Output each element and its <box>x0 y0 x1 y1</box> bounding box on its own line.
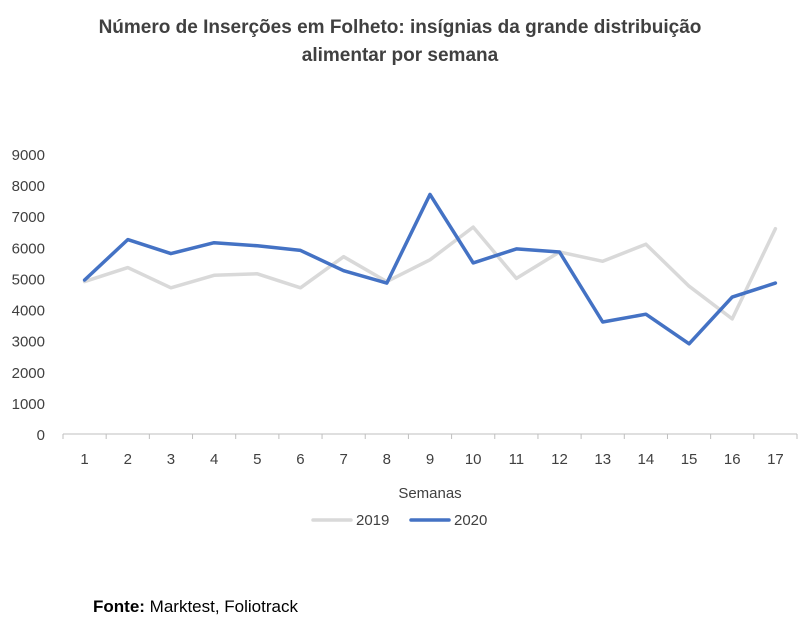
chart-title-line-1: Número de Inserções em Folheto: insígnia… <box>98 17 702 38</box>
y-tick-label: 0 <box>37 427 45 444</box>
x-tick-label: 8 <box>383 451 391 468</box>
chart-title-line-2: alimentar por semana <box>301 45 499 66</box>
x-tick-label: 5 <box>253 451 261 468</box>
legend-label-2020: 2020 <box>454 512 487 529</box>
x-tick-label: 3 <box>167 451 175 468</box>
y-tick-label: 6000 <box>12 240 45 257</box>
y-tick-label: 3000 <box>12 334 45 351</box>
x-tick-label: 9 <box>426 451 434 468</box>
series-line-2020 <box>82 192 778 346</box>
x-tick-label: 1 <box>80 451 88 468</box>
legend-label-2019: 2019 <box>356 512 389 529</box>
x-tick-label: 2 <box>124 451 132 468</box>
y-tick-label: 5000 <box>12 271 45 288</box>
y-tick-label: 1000 <box>12 396 45 413</box>
y-tick-label: 7000 <box>12 209 45 226</box>
y-tick-label: 2000 <box>12 365 45 382</box>
source-text: Marktest, Foliotrack <box>144 597 298 616</box>
x-tick-label: 10 <box>465 451 482 468</box>
y-tick-label: 4000 <box>12 303 45 320</box>
chart-title: Número de Inserções em Folheto: insígnia… <box>60 14 740 70</box>
y-tick-label: 8000 <box>12 178 45 195</box>
x-tick-label: 16 <box>724 451 741 468</box>
source-label: Fonte: <box>93 597 145 616</box>
y-tick-label: 9000 <box>12 147 45 164</box>
x-tick-label: 7 <box>339 451 347 468</box>
x-tick-label: 14 <box>638 451 655 468</box>
x-tick-label: 12 <box>551 451 568 468</box>
x-tick-label: 4 <box>210 451 218 468</box>
series-line-2019 <box>82 225 778 321</box>
x-tick-label: 11 <box>509 451 525 468</box>
x-tick-label: 17 <box>767 451 784 468</box>
source-note: Fonte: Marktest, Foliotrack <box>93 597 298 617</box>
x-tick-label: 13 <box>594 451 611 468</box>
x-tick-label: 6 <box>296 451 304 468</box>
x-axis-label: Semanas <box>398 485 461 502</box>
x-tick-label: 15 <box>681 451 698 468</box>
